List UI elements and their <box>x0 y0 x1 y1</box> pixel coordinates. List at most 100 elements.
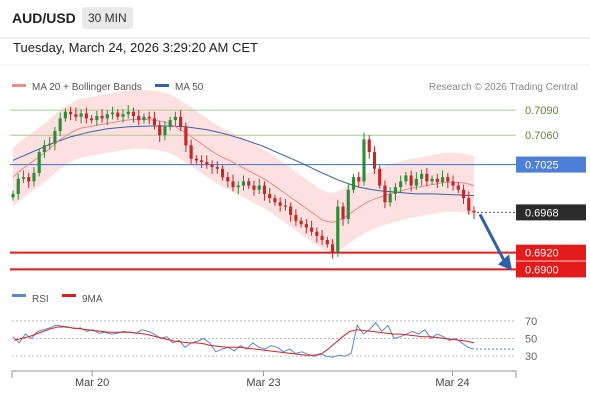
candle-body <box>158 125 162 136</box>
candle-body <box>289 206 293 215</box>
candle-body <box>220 168 225 178</box>
legend-ma50-label: MA 50 <box>175 82 204 93</box>
candle-body <box>32 172 36 182</box>
candle-body <box>116 112 120 117</box>
level-label-1: 0.7060 <box>525 130 559 142</box>
legend-rsi-ma-swatch <box>62 294 76 297</box>
candle-body <box>137 115 141 121</box>
rsi-line <box>12 321 475 358</box>
candle-body <box>110 112 115 115</box>
bollinger-band-area <box>13 89 474 252</box>
candle-body <box>351 177 356 190</box>
legend-rsi-swatch <box>12 294 26 297</box>
candle-body <box>189 145 193 159</box>
candle-body <box>320 235 324 241</box>
candle-body <box>142 116 146 121</box>
moving-averages <box>12 118 475 223</box>
candle-body <box>168 120 172 127</box>
candle-body <box>179 116 183 127</box>
candle-body <box>215 167 219 169</box>
legend-rsi-label: RSI <box>32 294 49 305</box>
candle-body <box>100 115 104 119</box>
candle-body <box>283 205 287 207</box>
rsi-lines <box>12 321 516 358</box>
candle-body <box>425 173 429 182</box>
candle-body <box>184 126 188 146</box>
level-label-2: 0.7025 <box>525 160 559 172</box>
candle-body <box>330 244 335 253</box>
candle-body <box>420 173 424 179</box>
candle-body <box>372 152 377 169</box>
candle-body <box>53 131 57 144</box>
level-label-4: 0.6900 <box>525 264 559 276</box>
candle-body <box>84 113 88 119</box>
level-tag-4 <box>516 261 586 278</box>
candle-body <box>48 143 52 146</box>
candle-body <box>367 139 371 152</box>
candle-body <box>236 185 240 188</box>
candle-body <box>268 193 272 199</box>
legend-ma20-swatch <box>12 84 26 87</box>
candle-body <box>357 177 361 182</box>
candle-body <box>336 206 340 253</box>
candle-body <box>95 115 99 121</box>
candle-body <box>126 111 130 115</box>
candle-body <box>399 181 403 188</box>
candle-body <box>446 177 450 182</box>
candle-body <box>74 114 78 117</box>
forecast-arrow-shaft <box>478 213 506 262</box>
candle-body <box>173 116 177 121</box>
candle-body <box>383 185 387 203</box>
candle-body <box>90 118 94 121</box>
chart-header: AUD/USD 30 MIN <box>0 0 590 38</box>
candle-body <box>310 227 314 232</box>
candle-body <box>304 224 308 228</box>
candle-body <box>341 206 345 220</box>
forecast-arrow <box>478 213 512 271</box>
bollinger-bands <box>13 89 474 252</box>
candle-body <box>163 126 167 136</box>
candle-body <box>210 164 214 168</box>
candle-body <box>131 111 136 116</box>
candle-body <box>241 181 246 186</box>
candle-body <box>200 160 204 163</box>
candle-body <box>231 181 235 188</box>
candle-body <box>16 178 20 194</box>
candle-body <box>388 193 392 203</box>
price-levels <box>10 109 586 271</box>
last-price-label: 0.6968 <box>525 207 559 219</box>
candle-body <box>58 118 62 132</box>
last-price-tag <box>516 204 586 221</box>
candle-body <box>152 118 157 126</box>
candle-body <box>430 178 434 182</box>
level-label-0: 0.7090 <box>525 105 559 117</box>
datetime-label: Tuesday, March 24, 2026 3:29:20 AM CET <box>13 40 258 55</box>
candle-body <box>79 113 83 117</box>
candle-body <box>205 162 209 165</box>
candle-body <box>393 187 397 194</box>
symbol-label: AUD/USD <box>12 10 76 26</box>
candle-body <box>147 116 151 119</box>
candle-body <box>37 152 41 173</box>
x-axis-ticks: Mar 20 Mar 23 Mar 24 <box>75 371 470 389</box>
candle-body <box>294 214 298 221</box>
candle-body <box>247 181 251 186</box>
legend-ma20-label: MA 20 + Bollinger Bands <box>32 82 142 93</box>
candle-body <box>435 178 439 183</box>
candle-body <box>472 210 476 213</box>
ma20-line <box>12 118 475 223</box>
candle-body <box>21 177 26 179</box>
rsi-tick-label-2: 30 <box>525 351 537 363</box>
x-tick-label-1: Mar 23 <box>246 377 280 389</box>
candle-body <box>440 177 445 183</box>
candle-body <box>226 177 230 182</box>
level-tag-2 <box>516 156 586 173</box>
candle-body <box>409 175 413 186</box>
x-tick-label-0: Mar 20 <box>75 377 109 389</box>
candle-body <box>404 175 408 182</box>
candle-body <box>278 202 282 206</box>
timeframe-badge[interactable]: 30 MIN <box>82 7 133 29</box>
candle-body <box>42 145 47 152</box>
